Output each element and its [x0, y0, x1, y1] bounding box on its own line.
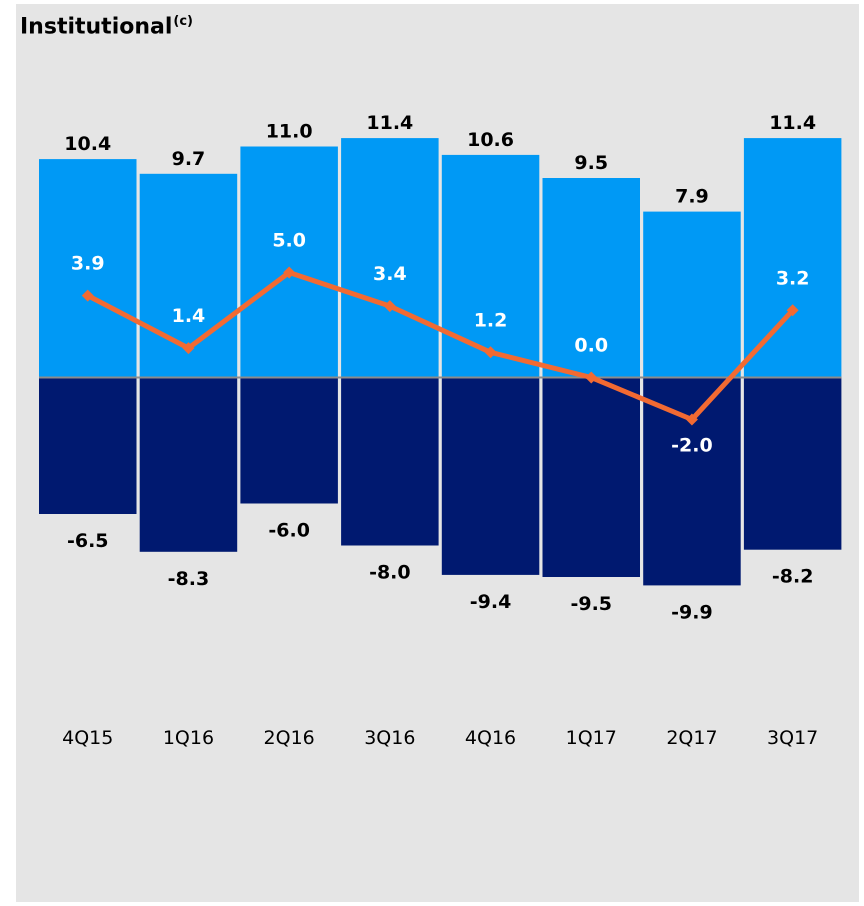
data-labels: 10.4 -6.5 9.7 -8.3 11.0 -6.0 11.4 -8.0 10.6 -9.4 9… [64, 112, 816, 623]
outflow-label-1Q16: -8.3 [168, 568, 210, 590]
net-flow-line [81, 266, 799, 426]
outflow-bars [39, 377, 842, 586]
outflow-bar-2Q17 [643, 377, 741, 586]
chart-title: Institutional(c) [20, 14, 193, 39]
net-flow-marker-2Q17 [685, 413, 698, 426]
net-flow-polyline [86, 270, 795, 422]
inflow-label-3Q17: 11.4 [769, 112, 816, 134]
inflow-label-4Q15: 10.4 [64, 133, 111, 155]
inflow-bar-1Q17 [542, 178, 640, 378]
net-flow-marker-4Q15 [81, 289, 94, 302]
outflow-label-3Q17: -8.2 [772, 566, 814, 588]
outflow-label-3Q16: -8.0 [369, 562, 411, 584]
inflow-bar-3Q17 [743, 138, 842, 378]
net-flow-label-1Q16: 1.4 [172, 305, 206, 327]
outflow-bar-1Q16 [139, 377, 238, 552]
inflow-bar-4Q16 [441, 154, 540, 378]
outflow-label-2Q16: -6.0 [268, 520, 310, 542]
outflow-bar-3Q16 [341, 377, 439, 546]
outflow-bar-4Q16 [441, 377, 540, 575]
inflow-bars [39, 138, 842, 378]
x-tick-3Q17: 3Q17 [767, 727, 818, 749]
x-tick-3Q16: 3Q16 [364, 727, 415, 749]
outflow-bar-1Q17 [542, 377, 640, 577]
net-flow-label-3Q16: 3.4 [373, 263, 407, 285]
inflow-label-2Q16: 11.0 [266, 121, 313, 143]
inflow-label-1Q17: 9.5 [574, 152, 608, 174]
inflow-label-4Q16: 10.6 [467, 129, 514, 151]
net-flow-marker-3Q17 [786, 304, 799, 317]
outflow-bar-4Q15 [39, 377, 137, 514]
net-flow-label-2Q16: 5.0 [272, 230, 306, 252]
inflow-label-1Q16: 9.7 [172, 148, 206, 170]
outflow-bar-3Q17 [743, 377, 842, 550]
chart-title-note: (c) [173, 14, 193, 29]
x-tick-1Q17: 1Q17 [566, 727, 617, 749]
net-flow-label-1Q17: 0.0 [574, 335, 608, 357]
net-flow-marker-3Q16 [383, 300, 396, 313]
outflow-label-4Q15: -6.5 [67, 530, 109, 552]
inflow-bar-2Q16 [240, 146, 338, 378]
outflow-label-1Q17: -9.5 [570, 593, 612, 615]
net-flow-marker-1Q17 [585, 371, 598, 384]
x-tick-2Q16: 2Q16 [264, 727, 315, 749]
net-flow-label-2Q17: -2.0 [671, 435, 713, 457]
inflow-label-2Q17: 7.9 [675, 186, 709, 208]
x-tick-4Q16: 4Q16 [465, 727, 516, 749]
outflow-bar-2Q16 [240, 377, 338, 504]
net-flow-label-4Q15: 3.9 [71, 253, 105, 275]
net-flow-label-3Q17: 3.2 [776, 267, 810, 289]
outflow-label-4Q16: -9.4 [470, 591, 512, 613]
x-tick-1Q16: 1Q16 [163, 727, 214, 749]
x-tick-4Q15: 4Q15 [62, 727, 113, 749]
outflow-label-2Q17: -9.9 [671, 601, 713, 623]
inflow-bar-4Q15 [39, 159, 137, 378]
inflow-bar-2Q17 [643, 211, 741, 378]
net-flow-label-4Q16: 1.2 [474, 309, 508, 331]
net-flow-marker-2Q16 [283, 266, 296, 279]
inflow-label-3Q16: 11.4 [366, 112, 413, 134]
inflow-bar-3Q16 [341, 138, 439, 378]
net-flow-marker-1Q16 [182, 342, 195, 355]
x-tick-2Q17: 2Q17 [666, 727, 717, 749]
x-axis-ticks: 4Q15 1Q16 2Q16 3Q16 4Q16 1Q17 2Q17 3Q17 [62, 727, 818, 749]
chart-title-text: Institutional [20, 14, 173, 40]
net-flow-marker-4Q16 [484, 346, 497, 359]
